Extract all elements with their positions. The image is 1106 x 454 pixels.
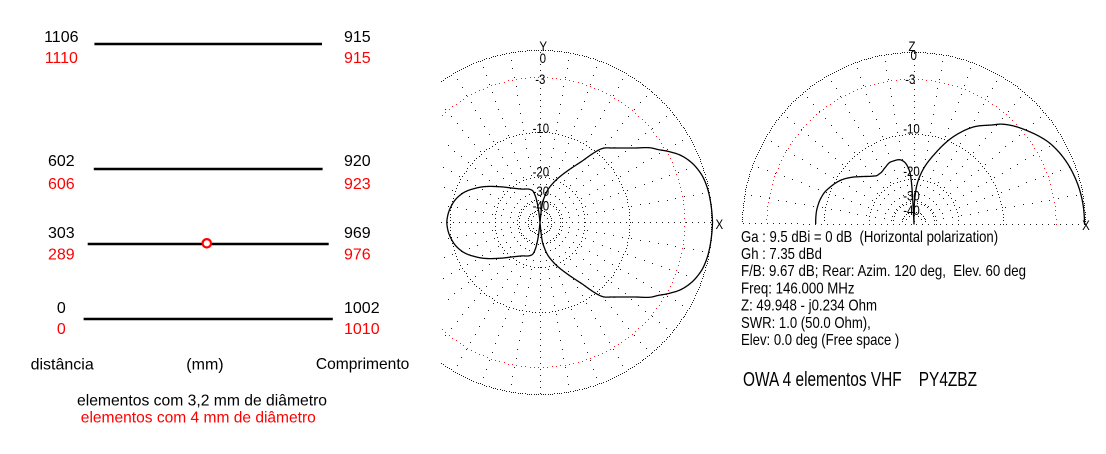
svg-text:0: 0 bbox=[57, 300, 66, 317]
svg-text:Z: 49.948 - j0.234 Ohm: Z: 49.948 - j0.234 Ohm bbox=[741, 298, 877, 315]
svg-text:303: 303 bbox=[48, 225, 75, 242]
svg-text:1110: 1110 bbox=[45, 50, 78, 67]
svg-text:0: 0 bbox=[540, 50, 547, 66]
svg-text:elementos com 3,2 mm de diâmet: elementos com 3,2 mm de diâmetro bbox=[77, 393, 327, 410]
svg-text:Elev: 0.0 deg (Free space ): Elev: 0.0 deg (Free space ) bbox=[741, 332, 899, 349]
svg-text:1010: 1010 bbox=[344, 321, 380, 338]
svg-text:(mm): (mm) bbox=[186, 356, 223, 373]
svg-text:Gh : 7.35 dBd: Gh : 7.35 dBd bbox=[741, 246, 822, 263]
svg-text:F/B: 9.67 dB; Rear: Azim. 120: F/B: 9.67 dB; Rear: Azim. 120 deg, Elev.… bbox=[741, 263, 1026, 280]
svg-text:920: 920 bbox=[344, 153, 371, 170]
svg-text:-40: -40 bbox=[533, 197, 550, 213]
svg-text:Freq: 146.000 MHz: Freq: 146.000 MHz bbox=[741, 280, 855, 297]
svg-text:-10: -10 bbox=[903, 120, 920, 136]
svg-text:-3: -3 bbox=[535, 71, 545, 87]
svg-text:Y: Y bbox=[539, 38, 547, 54]
svg-text:0: 0 bbox=[57, 321, 66, 338]
svg-text:1002: 1002 bbox=[344, 300, 380, 317]
svg-text:Z: Z bbox=[909, 38, 916, 54]
svg-text:elementos com 4 mm de diâmetro: elementos com 4 mm de diâmetro bbox=[81, 409, 316, 426]
svg-text:-20: -20 bbox=[903, 163, 920, 179]
svg-text:SWR: 1.0 (50.0 Ohm),: SWR: 1.0 (50.0 Ohm), bbox=[741, 315, 871, 332]
svg-text:923: 923 bbox=[344, 176, 371, 193]
svg-text:-30: -30 bbox=[903, 188, 920, 204]
svg-text:X: X bbox=[716, 216, 724, 232]
svg-text:602: 602 bbox=[48, 153, 75, 170]
svg-text:915: 915 bbox=[344, 50, 371, 67]
svg-text:-10: -10 bbox=[533, 120, 550, 136]
svg-text:-30: -30 bbox=[533, 183, 550, 199]
svg-text:915: 915 bbox=[344, 29, 371, 46]
svg-text:Ga : 9.5 dBi = 0 dB (Horizont: Ga : 9.5 dBi = 0 dB (Horizontal polariza… bbox=[741, 229, 998, 246]
svg-text:976: 976 bbox=[344, 247, 371, 264]
svg-text:-3: -3 bbox=[905, 71, 915, 87]
svg-text:OWA 4 elementos VHF PY4ZBZ: OWA 4 elementos VHF PY4ZBZ bbox=[743, 369, 977, 391]
svg-text:289: 289 bbox=[48, 247, 75, 264]
svg-text:-40: -40 bbox=[903, 202, 920, 218]
svg-text:distância: distância bbox=[31, 356, 94, 373]
svg-text:1106: 1106 bbox=[44, 29, 79, 46]
svg-text:Comprimento: Comprimento bbox=[316, 356, 409, 373]
svg-text:0: 0 bbox=[911, 47, 918, 63]
svg-text:-20: -20 bbox=[533, 163, 550, 179]
svg-text:X: X bbox=[1082, 217, 1090, 233]
svg-text:969: 969 bbox=[344, 225, 371, 242]
svg-text:606: 606 bbox=[48, 176, 75, 193]
